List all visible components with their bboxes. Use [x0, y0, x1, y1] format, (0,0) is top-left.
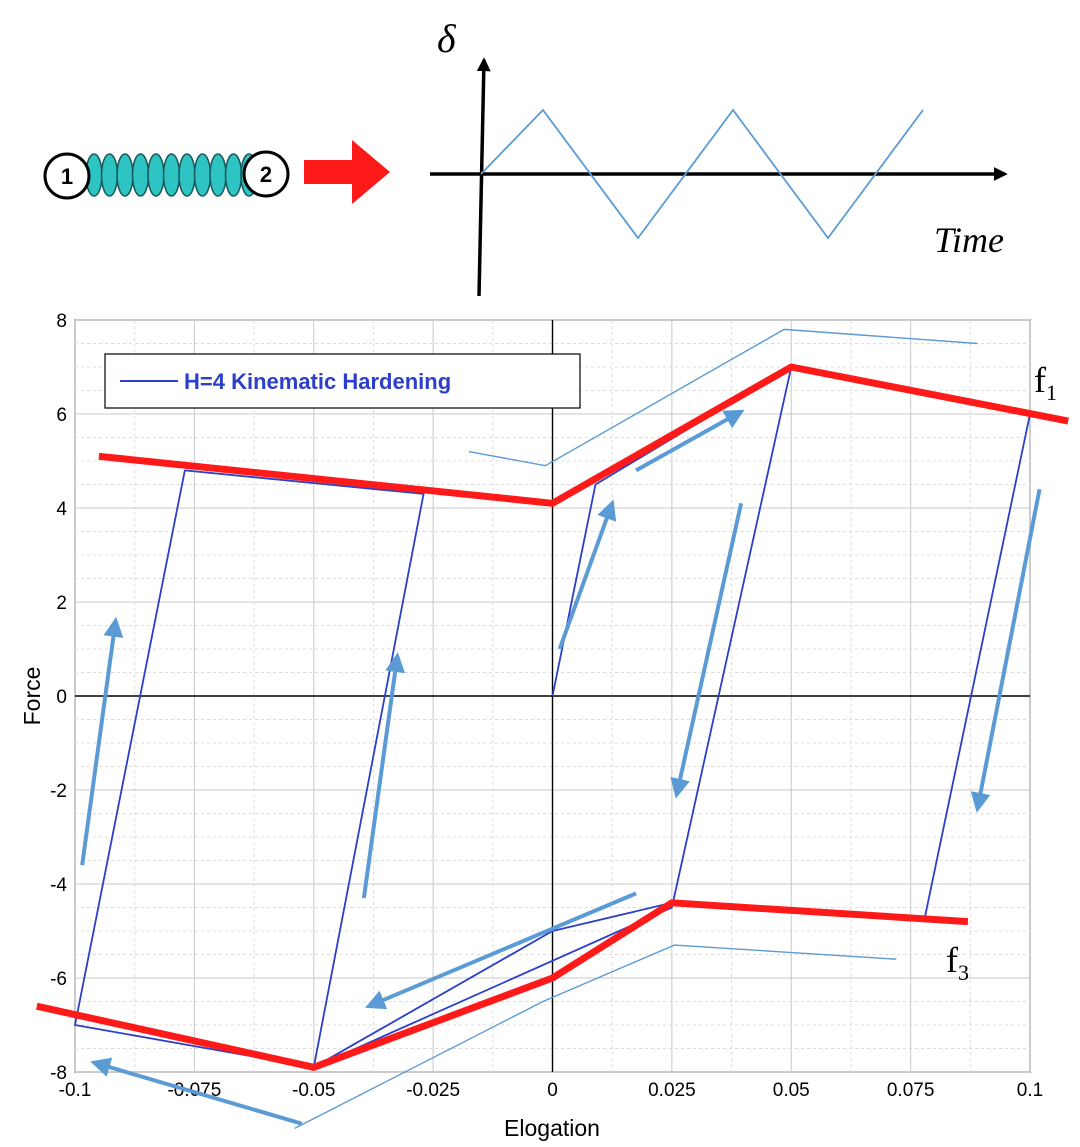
direction-arrow — [90, 1057, 303, 1126]
direction-arrow — [80, 616, 124, 866]
f1-base: f — [1034, 360, 1046, 400]
direction-arrow — [635, 409, 745, 473]
envelope-curve-f1 — [98, 363, 1069, 507]
legend-box — [104, 353, 581, 409]
f3-label: f3 — [946, 940, 969, 985]
displacement-time-diagram: δ Time — [430, 16, 1008, 297]
direction-arrows — [80, 328, 1042, 1130]
direction-arrow — [361, 652, 406, 899]
node-1-circle — [43, 152, 91, 200]
direction-arrow — [364, 891, 637, 1010]
spring-coil-turn — [162, 153, 181, 197]
f1-subscript: 1 — [1046, 380, 1057, 405]
f3-base: f — [946, 940, 958, 980]
y-tick-label: -6 — [50, 969, 67, 990]
right-arrow-icon — [304, 140, 390, 204]
x-tick-label: 0.075 — [887, 1080, 935, 1101]
time-label: Time — [934, 220, 1004, 260]
envelope-curve-f3 — [36, 899, 969, 1071]
direction-arrow — [670, 502, 744, 799]
y-ticks: -8 -6 -4 -2 0 2 4 6 8 — [50, 311, 67, 1084]
spring-element: 1 2 — [43, 150, 290, 200]
x-tick-label: -0.05 — [292, 1080, 335, 1101]
direction-guide-line — [468, 328, 978, 467]
y-tick-label: 8 — [56, 311, 67, 332]
spring-coil-turn — [209, 153, 227, 197]
y-axis-label: Force — [19, 667, 45, 726]
direction-arrow — [970, 488, 1042, 813]
x-tick-label: 0.05 — [773, 1080, 810, 1101]
node-2-circle — [242, 150, 290, 198]
node-2-label: 2 — [260, 162, 272, 187]
y-tick-label: 2 — [56, 593, 67, 614]
y-tick-label: -2 — [50, 781, 67, 802]
spring-coil-turn — [193, 153, 212, 197]
delta-symbol: δ — [437, 16, 457, 61]
spring-coil-turn — [116, 153, 134, 197]
x-tick-label: 0.1 — [1017, 1080, 1043, 1101]
legend-entry: H=4 Kinematic Hardening — [184, 369, 451, 394]
x-axis-label: Elogation — [504, 1115, 600, 1141]
node-1-label: 1 — [61, 164, 73, 189]
direction-arrow — [557, 499, 617, 650]
y-tick-label: 4 — [56, 499, 67, 520]
cyclic-displacement-signal — [480, 108, 924, 240]
x-tick-label: 0 — [547, 1080, 558, 1101]
x-tick-label: 0.025 — [648, 1080, 696, 1101]
spring-coil-turn — [131, 153, 150, 197]
f3-subscript: 3 — [958, 960, 969, 985]
spring-coil-icon — [85, 153, 258, 197]
delta-axis — [476, 57, 491, 297]
f1-label: f1 — [1034, 360, 1057, 405]
spring-coil-turn — [147, 153, 165, 197]
direction-guide-line — [294, 944, 897, 1130]
y-tick-label: -4 — [50, 875, 67, 896]
chart: -0.1-0.075-0.05-0.02500.0250.050.0750.1 … — [19, 311, 1069, 1141]
spring-coil-turn — [224, 153, 243, 197]
y-tick-label: -8 — [50, 1063, 67, 1084]
envelope-curves — [36, 363, 1069, 1071]
x-tick-label: -0.1 — [59, 1080, 92, 1101]
x-tick-label: -0.025 — [406, 1080, 460, 1101]
y-tick-label: 0 — [56, 687, 67, 708]
y-tick-label: 6 — [56, 405, 67, 426]
legend: H=4 Kinematic Hardening — [104, 353, 581, 409]
spring-coil-turn — [100, 153, 119, 197]
spring-coil-turn — [178, 153, 196, 197]
